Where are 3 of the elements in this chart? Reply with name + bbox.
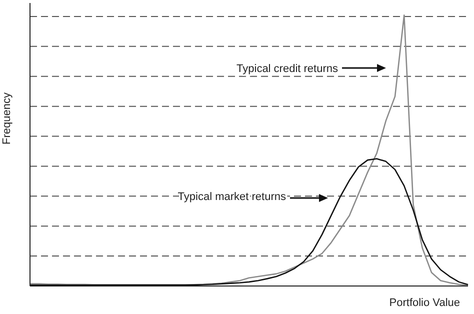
annotation: Typical credit returns [236,63,338,75]
x-axis-title: Portfolio Value [389,297,460,309]
y-axis-title: Frequency [0,92,13,144]
